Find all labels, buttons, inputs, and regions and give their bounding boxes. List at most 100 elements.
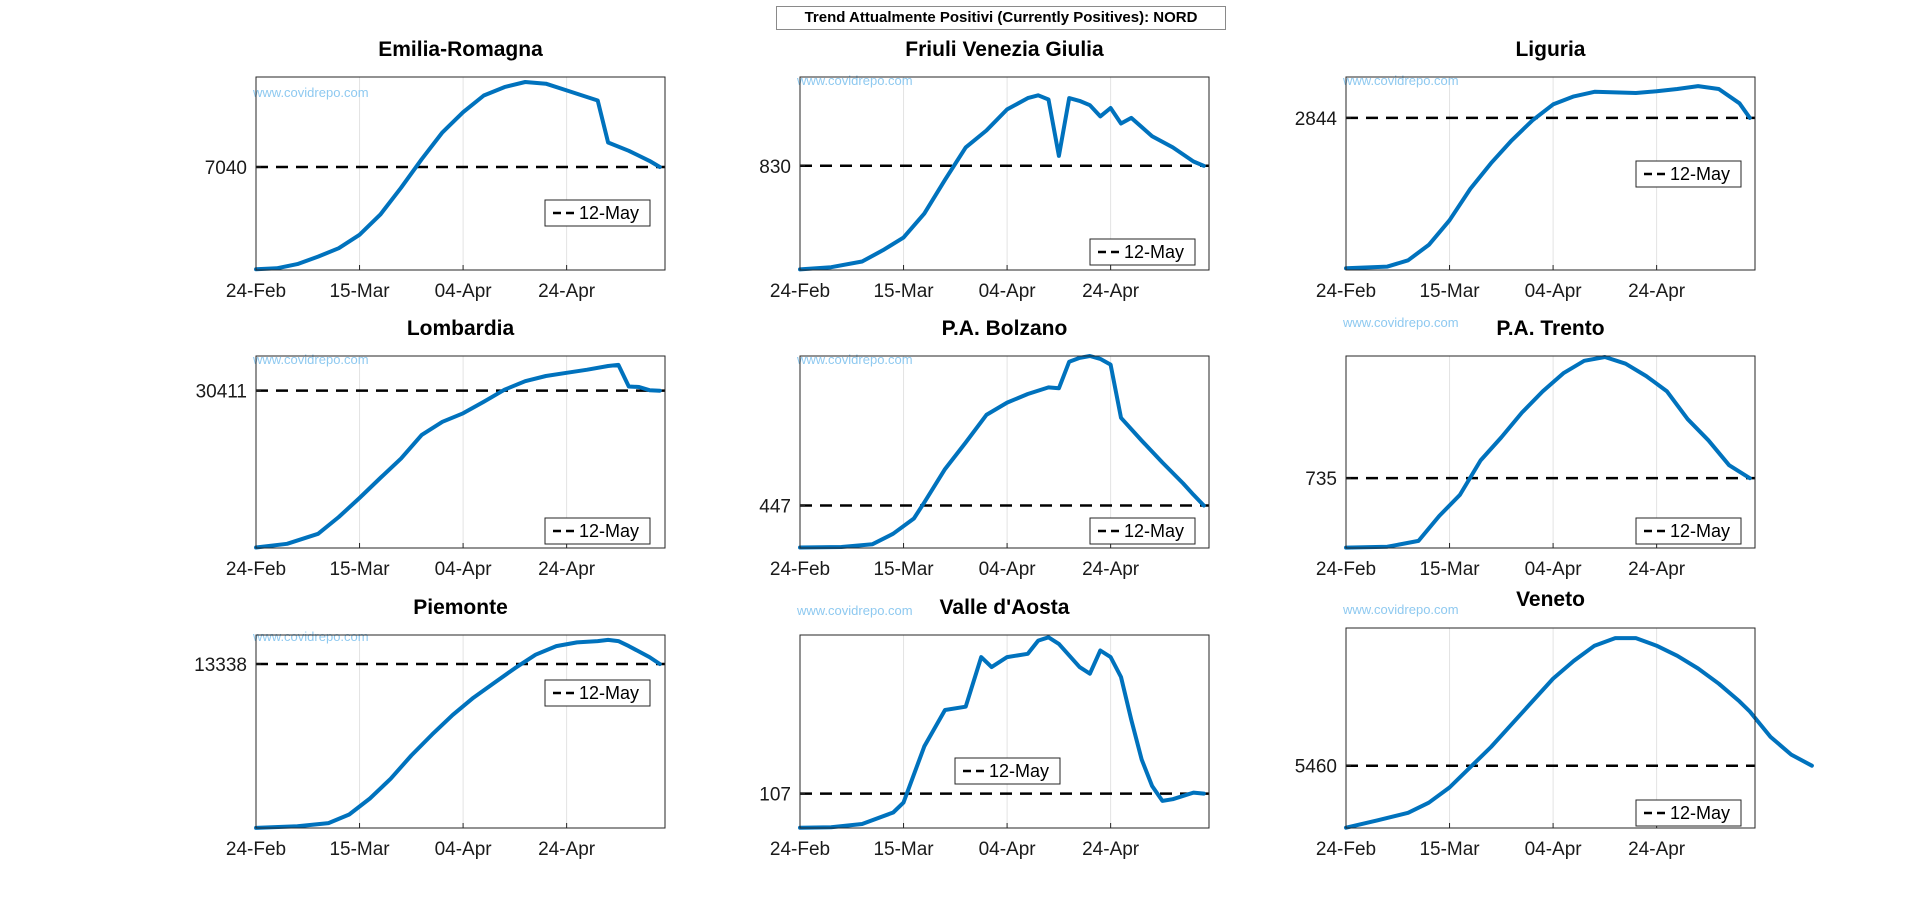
watermark-text: www.covidrepo.com — [796, 603, 913, 618]
axes-box — [255, 634, 666, 829]
series-line — [1344, 355, 1752, 550]
series-line — [254, 80, 662, 272]
chart-legend: 12-May — [1635, 517, 1742, 545]
x-tick-label: 24-Apr — [1082, 559, 1140, 580]
watermark-text: www.covidrepo.com — [796, 352, 913, 367]
figure-title: Trend Attualmente Positivi (Currently Po… — [776, 6, 1226, 30]
x-tick-label: 04-Apr — [979, 839, 1037, 860]
y-tick-label: 107 — [759, 785, 791, 806]
x-tick-label: 15-Mar — [873, 281, 934, 302]
series-line — [798, 354, 1206, 550]
x-tick-label: 15-Mar — [1419, 281, 1480, 302]
legend-box — [1089, 517, 1196, 545]
x-tick-label: 24-Feb — [226, 281, 286, 302]
chart-panel: Friuli Venezia Giulia www.covidrepo.com 83… — [759, 38, 1210, 302]
chart-title: Emilia-Romagna — [378, 38, 543, 61]
legend-box — [1635, 799, 1742, 827]
x-tick-label: 24-Feb — [1316, 281, 1376, 302]
chart-legend: 12-May — [544, 517, 651, 545]
x-tick-label: 04-Apr — [435, 281, 493, 302]
x-tick-label: 24-Apr — [1628, 839, 1686, 860]
x-tick-label: 24-Apr — [1082, 281, 1140, 302]
x-tick-label: 24-Apr — [1082, 839, 1140, 860]
watermark-text: www.covidrepo.com — [252, 85, 369, 100]
x-tick-label: 24-Feb — [1316, 559, 1376, 580]
chart-legend: 12-May — [1635, 799, 1742, 827]
legend-box — [1635, 517, 1742, 545]
axes-box — [255, 76, 666, 271]
x-tick-label: 15-Mar — [1419, 559, 1480, 580]
watermark-text: www.covidrepo.com — [796, 73, 913, 88]
legend-box — [1089, 238, 1196, 266]
watermark-text: www.covidrepo.com — [1342, 73, 1459, 88]
legend-label: 12-May — [1670, 803, 1730, 823]
y-tick-label: 2844 — [1295, 109, 1338, 130]
chart-legend: 12-May — [544, 679, 651, 707]
x-tick-label: 04-Apr — [979, 559, 1037, 580]
x-tick-label: 04-Apr — [435, 839, 493, 860]
watermark-text: www.covidrepo.com — [1342, 315, 1459, 330]
chart-title: Friuli Venezia Giulia — [905, 38, 1104, 61]
x-tick-label: 24-Apr — [1628, 281, 1686, 302]
axes-box — [1345, 76, 1756, 271]
legend-box — [544, 517, 651, 545]
y-tick-label: 447 — [759, 497, 791, 518]
axes-box — [799, 355, 1210, 549]
y-tick-label: 13338 — [194, 655, 247, 676]
legend-label: 12-May — [989, 761, 1049, 781]
chart-title: Liguria — [1515, 38, 1585, 61]
x-tick-label: 15-Mar — [1419, 839, 1480, 860]
x-tick-label: 15-Mar — [873, 559, 934, 580]
legend-label: 12-May — [1124, 521, 1184, 541]
legend-label: 12-May — [579, 203, 639, 223]
y-tick-label: 830 — [759, 157, 791, 178]
watermark-text: www.covidrepo.com — [252, 352, 369, 367]
axes-box — [1345, 355, 1756, 549]
x-tick-label: 24-Apr — [538, 839, 596, 860]
chart-title: Veneto — [1516, 588, 1585, 611]
x-tick-label: 24-Feb — [1316, 839, 1376, 860]
legend-box — [544, 199, 651, 227]
series-line — [254, 637, 662, 830]
x-tick-label: 04-Apr — [1525, 839, 1583, 860]
legend-label: 12-May — [579, 521, 639, 541]
chart-legend: 12-May — [1635, 160, 1742, 188]
series-line — [798, 635, 1206, 830]
legend-label: 12-May — [1670, 521, 1730, 541]
axes-box — [255, 355, 666, 549]
legend-box — [954, 757, 1061, 785]
chart-panel: P.A. Bolzano www.covidrepo.com 447 24-Feb 15… — [759, 317, 1210, 580]
chart-panel: Liguria www.covidrepo.com 2844 24-Feb 15-Mar… — [1295, 38, 1756, 302]
watermark-text: www.covidrepo.com — [252, 629, 369, 644]
chart-panel: Piemonte www.covidrepo.com 13338 24-Feb 15-M… — [194, 596, 666, 860]
series-line — [254, 362, 662, 550]
x-tick-label: 24-Apr — [538, 281, 596, 302]
legend-box — [544, 679, 651, 707]
x-tick-label: 15-Mar — [329, 559, 390, 580]
axes-box — [1345, 627, 1756, 829]
x-tick-label: 04-Apr — [979, 281, 1037, 302]
x-tick-label: 04-Apr — [435, 559, 493, 580]
axes-box — [799, 634, 1210, 829]
x-tick-label: 04-Apr — [1525, 559, 1583, 580]
x-tick-label: 24-Feb — [770, 281, 830, 302]
chart-legend: 12-May — [1089, 238, 1196, 266]
chart-panel: Veneto www.covidrepo.com 5460 24-Feb 15-Mar 0… — [1295, 588, 1814, 860]
chart-panel: Emilia-Romagna www.covidrepo.com 7040 24-Fe… — [205, 38, 666, 302]
x-tick-label: 04-Apr — [1525, 281, 1583, 302]
x-tick-label: 24-Feb — [226, 839, 286, 860]
x-tick-label: 24-Apr — [1628, 559, 1686, 580]
chart-legend: 12-May — [544, 199, 651, 227]
y-tick-label: 5460 — [1295, 757, 1337, 778]
chart-panel: P.A. Trento www.covidrepo.com 735 24-Feb 15-… — [1305, 315, 1756, 580]
x-tick-label: 24-Feb — [770, 839, 830, 860]
chart-title: Lombardia — [407, 317, 515, 340]
x-tick-label: 24-Feb — [226, 559, 286, 580]
chart-legend: 12-May — [954, 757, 1061, 785]
chart-title: P.A. Trento — [1496, 317, 1604, 340]
chart-title: Valle d'Aosta — [940, 596, 1070, 619]
legend-box — [1635, 160, 1742, 188]
y-tick-label: 30411 — [196, 382, 247, 403]
legend-label: 12-May — [1124, 242, 1184, 262]
